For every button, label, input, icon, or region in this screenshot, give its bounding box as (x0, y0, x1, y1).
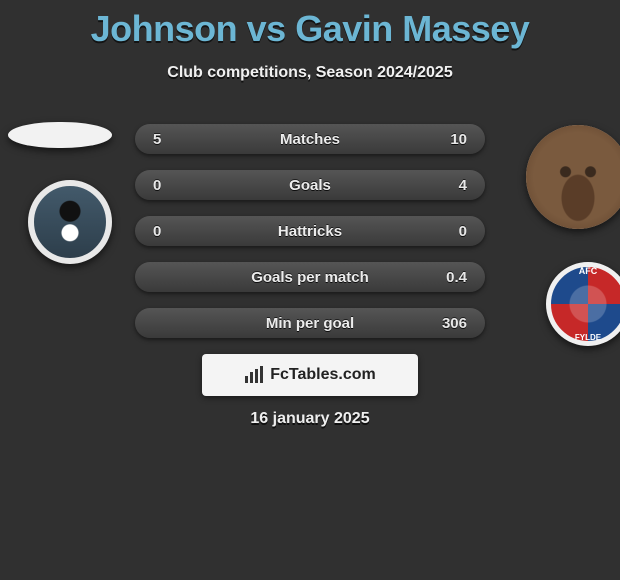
stat-label: Matches (280, 131, 340, 148)
stat-right-value: 10 (437, 131, 467, 148)
page-title: Johnson vs Gavin Massey (0, 0, 620, 50)
stat-right-value: 306 (437, 315, 467, 332)
chart-bars-icon (244, 366, 264, 384)
stat-label: Hattricks (278, 223, 342, 240)
player-right-club-badge (546, 262, 620, 346)
stats-table: 5 Matches 10 0 Goals 4 0 Hattricks 0 Goa… (135, 124, 485, 354)
stat-left-value: 0 (153, 223, 183, 240)
date-label: 16 january 2025 (0, 410, 620, 428)
stat-right-value: 0 (437, 223, 467, 240)
page-subtitle: Club competitions, Season 2024/2025 (0, 64, 620, 82)
stat-label: Goals per match (251, 269, 369, 286)
stat-row: 0 Hattricks 0 (135, 216, 485, 246)
stat-left-value: 5 (153, 131, 183, 148)
stat-label: Goals (289, 177, 331, 194)
player-left-club-badge (28, 180, 112, 264)
stat-label: Min per goal (266, 315, 354, 332)
player-left-avatar (8, 122, 112, 148)
player-right-avatar (526, 125, 620, 229)
attribution-badge[interactable]: FcTables.com (202, 354, 418, 396)
stat-row: Min per goal 306 (135, 308, 485, 338)
stat-row: 0 Goals 4 (135, 170, 485, 200)
stat-row: 5 Matches 10 (135, 124, 485, 154)
stat-row: Goals per match 0.4 (135, 262, 485, 292)
stat-left-value: 0 (153, 177, 183, 194)
stat-right-value: 0.4 (437, 269, 467, 286)
attribution-text: FcTables.com (270, 366, 376, 384)
stat-right-value: 4 (437, 177, 467, 194)
